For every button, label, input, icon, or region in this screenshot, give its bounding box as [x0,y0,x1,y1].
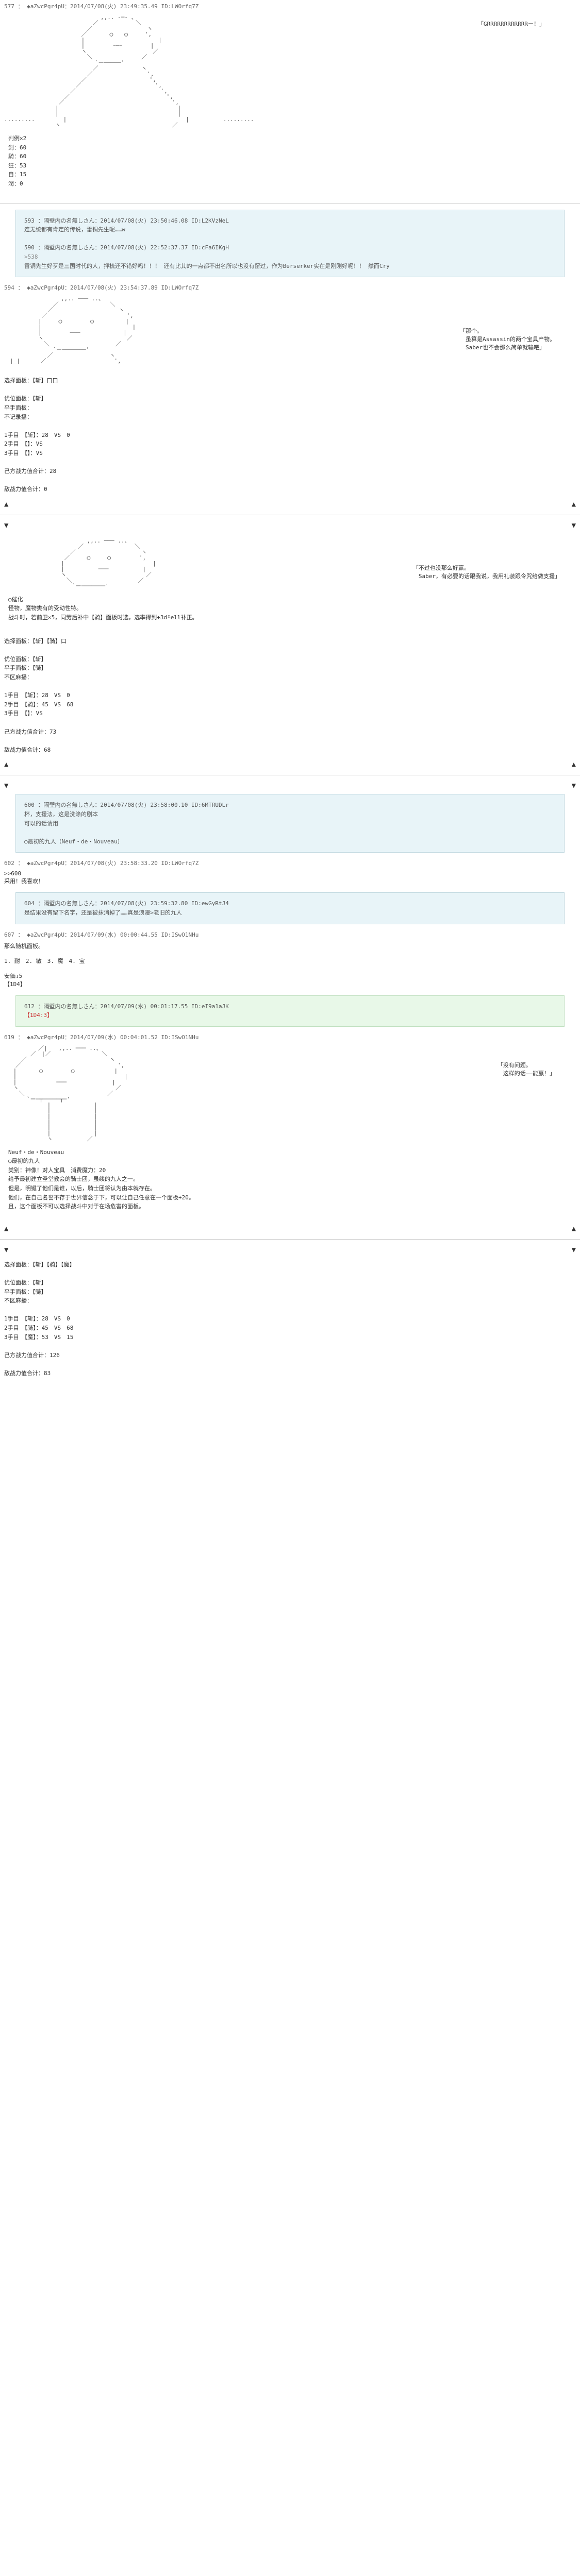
quote-body: 连无统都有肯定的传说，雷铜先生呢……w [24,225,556,234]
quote-612: 612 ：隔壁内の名無しさん：2014/07/09(水) 00:01:17.55… [15,995,565,1027]
advantage-block: 优位面板：【斩】 平手面板：【骑】 不区麻播： [4,1278,576,1306]
own-total: 己方战力值合计：73 [4,727,576,737]
triangle-divider: ▲ ▲ [4,1225,576,1233]
stats-block: 判例×2 剣：60 騎：60 狂：53 自：15 潤：0 [8,134,572,189]
skill-block: Neuf・de・Nouveau ○最初的九人 类别：神像！对人宝具 消费魔力：2… [8,1148,572,1211]
triangle-icon: ▼ [572,521,576,530]
triangle-icon: ▼ [4,782,8,790]
quote-593: 593 ：隔壁内の名無しさん：2014/07/08(火) 23:50:46.08… [15,210,565,278]
triangle-icon: ▼ [4,521,8,530]
post-header: 607 ： ◆aZwcPgr4pU：2014/07/09(水) 00:00:44… [4,930,576,939]
post-header: 602 ： ◆aZwcPgr4pU：2014/07/08(火) 23:58:33… [4,859,576,867]
battle-panel-2: 选择面板：【斩】【骑】口 优位面板：【斩】 平手面板：【骑】 不区麻播： 1手目… [4,637,576,755]
post-577: 577 ： ◆aZwcPgr4pU：2014/07/08(火) 23:49:35… [0,0,580,197]
panel-title: 选择面板：【斩】【骑】口 [4,637,576,646]
panel-title: 选择面板：【斩】【骑】【魔】 [4,1260,576,1269]
speech-bubble: 「没有问题。 这样的话——能赢！」 [498,1061,555,1077]
triangle-divider: ▲ ▲ [4,760,576,769]
ascii-art-figure: ,,.. -─- 、 ／ ＼ ／ ヽ ／ ◯ ◯ ', | | | ｰ─ｰ | … [4,14,576,128]
stats-values: 剣：60 騎：60 狂：53 自：15 潤：0 [8,143,572,189]
speech-bubble: 「GRRRRRRRRRRRRー！」 [478,20,545,28]
divider [0,1239,580,1240]
options-list: 1. 耐 2. 敏 3. 魔 4. 宝 [4,957,576,965]
quote-604: 604 ：隔壁内の名無しさん：2014/07/08(火) 23:59:32.80… [15,892,565,924]
triangle-icon: ▲ [572,760,576,769]
roll-block: 安価↓5 【1D4】 [4,972,576,988]
content-row: ,,.. ─── ..、 ／ ＼ ／ ヽ ／ ', | ◯ ◯ | | | | … [4,296,576,364]
post-next: ,,.. ─── ..、 ／ ＼ ／ ヽ ／ ◯ ◯ ', | | | ─── … [0,532,580,631]
ascii-art-knight: ／| ,,.. ─── ..、 ／ |／ ＼ ／ ヽ ／ ', | ◯ ◯ | … [4,1045,576,1142]
stats-title: 判例×2 [8,134,572,143]
post-602: 602 ： ◆aZwcPgr4pU：2014/07/08(火) 23:58:33… [0,857,580,887]
quote-header: 604 ：隔壁内の名無しさん：2014/07/08(火) 23:59:32.80… [24,899,556,908]
quote-header: 600 ：隔壁内の名無しさん：2014/07/08(火) 23:58:00.10… [24,801,556,810]
skill-body: 类别：神像！对人宝具 消费魔力：20 给予最初建立圣堂教会的骑士团，虽续的九人之… [8,1166,572,1211]
battle-panel-3: 选择面板：【斩】【骑】【魔】 优位面板：【斩】 平手面板：【骑】 不区麻播： 1… [4,1260,576,1378]
post-header: 619 ： ◆aZwcPgr4pU：2014/07/09(水) 00:04:01… [4,1033,576,1041]
content-row: ／| ,,.. ─── ..、 ／ |／ ＼ ／ ヽ ／ ', | ◯ ◯ | … [4,1045,576,1142]
post-header: 594 ： ◆aZwcPgr4pU：2014/07/08(火) 23:54:37… [4,283,576,292]
advantage-block: 优位面板：【斩】 平手面板：【骑】 不区麻播： [4,655,576,682]
advantage-block: 优位面板：【斩】 平手面板： 不记录播： [4,394,576,421]
content-row: ,,.. ─── ..、 ／ ＼ ／ ヽ ／ ◯ ◯ ', | | | ─── … [4,538,576,589]
post-body: 那么随机面板。 [4,942,576,950]
content-row: ,,.. -─- 、 ／ ＼ ／ ヽ ／ ◯ ◯ ', | | | ｰ─ｰ | … [4,14,576,128]
divider [0,203,580,204]
speech-bubble: 「那个。 虽算是Assassin的两个宝具产物。 Saber也不会那么简单就输吧… [460,327,555,351]
triangle-icon: ▼ [572,1246,576,1254]
triangle-icon: ▼ [4,1246,8,1254]
quote-600: 600 ：隔壁内の名無しさん：2014/07/08(火) 23:58:00.10… [15,794,565,853]
own-total: 己方战力值合计：28 [4,467,576,476]
hands-block: 1手目 【斩】：28 VS 0 2手目 【骑】：45 VS 68 3手目 【魔】… [4,1314,576,1342]
post-619: 619 ： ◆aZwcPgr4pU：2014/07/09(水) 00:04:01… [0,1031,580,1219]
enemy-total: 敌战力值合计：68 [4,745,576,755]
quote-body: 是结果没有留下名字，还是被抹消掉了……真是浪漫>老旧的九人 [24,908,556,918]
triangle-divider: ▲ ▲ [4,500,576,509]
speech-bubble: 「不过也没那么好赢。 Saber，有必要的话跟我说，我用礼装跟令咒给做支援」 [413,564,560,580]
post-body: >>600 采用！我喜欢！ [4,870,576,885]
triangle-icon: ▼ [572,782,576,790]
quote-body: 雷铜先生好歹是三国时代的人，押梳还不错好吗！！！ 还有比其的一点都不出名所以也没… [24,262,556,271]
quote-reply: >538 [24,252,556,262]
battle-panel-1: 选择面板：【斩】口口 优位面板：【斩】 平手面板： 不记录播： 1手目 【斩】：… [4,376,576,494]
post-607: 607 ： ◆aZwcPgr4pU：2014/07/09(水) 00:00:44… [0,928,580,990]
skill-title: Neuf・de・Nouveau ○最初的九人 [8,1148,572,1166]
triangle-icon: ▲ [572,500,576,509]
skill-notes: ○催化 怪物，魔物类有的受动性特。 战斗时，若前卫×5，同劳后补中【骑】面板时选… [8,595,572,622]
triangle-divider: ▼ ▼ [4,521,576,530]
post-594: 594 ： ◆aZwcPgr4pU：2014/07/08(火) 23:54:37… [0,281,580,370]
triangle-divider: ▼ ▼ [4,782,576,790]
enemy-total: 敌战力值合计：83 [4,1369,576,1378]
triangle-icon: ▲ [4,500,8,509]
quote-body: 杯，支援法，这是洗涤的剧本 可以的话请用 ○最初的九人（Neuf・de・Nouv… [24,810,556,846]
post-header: 577 ： ◆aZwcPgr4pU：2014/07/08(火) 23:49:35… [4,2,576,10]
triangle-divider: ▼ ▼ [4,1246,576,1254]
hands-block: 1手目 【斩】：28 VS 0 2手目 【】：VS 3手目 【】：VS [4,431,576,458]
quote-header: 590 ：隔壁内の名無しさん：2014/07/08(火) 22:52:37.37… [24,243,556,252]
panel-title: 选择面板：【斩】口口 [4,376,576,385]
triangle-icon: ▲ [4,1225,8,1233]
enemy-total: 敌战力值合计：0 [4,485,576,494]
triangle-icon: ▲ [4,760,8,769]
hands-block: 1手目 【斩】：28 VS 0 2手目 【骑】：45 VS 68 3手目 【】：… [4,691,576,718]
own-total: 己方战力值合计：126 [4,1351,576,1360]
quote-header: 612 ：隔壁内の名無しさん：2014/07/09(水) 00:01:17.55… [24,1002,556,1011]
quote-header: 593 ：隔壁内の名無しさん：2014/07/08(火) 23:50:46.08… [24,216,556,226]
quote-body: 【1D4:3】 [24,1011,556,1020]
triangle-icon: ▲ [572,1225,576,1233]
